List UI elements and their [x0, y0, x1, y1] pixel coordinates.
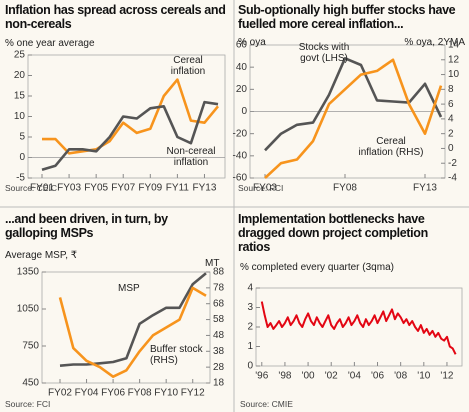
- series-label: Buffer stock (RHS): [150, 344, 203, 366]
- x-tick-label: FY03: [253, 183, 277, 194]
- y-tick-label: -60: [233, 173, 248, 184]
- y-tick-label: 0: [19, 152, 25, 163]
- line-series: [260, 301, 457, 355]
- x-tick-label: '08: [394, 371, 407, 382]
- x-tick-label: FY09: [138, 183, 162, 194]
- y-tick-label: 5: [19, 132, 25, 143]
- x-tick-label: '02: [325, 371, 338, 382]
- y2-tick-label: 10: [448, 69, 460, 80]
- chart-title: Inflation has spread across cereals and …: [5, 3, 226, 31]
- line-series: [58, 286, 207, 378]
- y2-tick-label: 4: [448, 114, 454, 125]
- y-tick-label: 60: [236, 40, 248, 51]
- x-tick-label: '00: [302, 371, 315, 382]
- y-tick-label: 750: [22, 341, 39, 352]
- y-axis-label: Average MSP, ₹: [5, 250, 78, 261]
- y-tick-label: 20: [236, 84, 248, 95]
- source: Source: CMIE: [240, 399, 293, 409]
- y-tick-label: 0: [247, 361, 253, 372]
- x-tick-label: FY03: [57, 183, 81, 194]
- source: Source: CEIC: [5, 183, 57, 193]
- y2-tick-label: 28: [213, 362, 225, 373]
- x-tick-label: FY05: [84, 183, 108, 194]
- y-tick-label: 15: [14, 91, 26, 102]
- x-tick-label: FY01: [30, 183, 54, 194]
- y-tick-label: -40: [233, 150, 248, 161]
- y2-tick-label: 88: [213, 267, 225, 278]
- x-tick-label: FY13: [413, 183, 437, 194]
- y-axis-label: % completed every quarter (3qma): [240, 262, 394, 273]
- y2-tick-label: 8: [448, 84, 454, 95]
- y2-tick-label: 0: [448, 143, 454, 154]
- y2-axis-label: MT: [205, 258, 220, 269]
- y2-tick-label: 14: [448, 40, 460, 51]
- series-label: Stocks with govt (LHS): [298, 42, 350, 64]
- y-tick-label: 3: [247, 302, 253, 313]
- x-tick-label: '12: [440, 371, 453, 382]
- source: Source: FCI: [238, 183, 284, 193]
- y2-tick-label: 48: [213, 330, 225, 341]
- plot-frame: [255, 287, 463, 367]
- y-tick-label: -5: [16, 173, 25, 184]
- x-tick-label: '96: [255, 371, 268, 382]
- y2-tick-label: 18: [213, 378, 225, 389]
- y2-tick-label: -2: [448, 158, 457, 169]
- x-tick-label: FY07: [111, 183, 135, 194]
- series-label: Cereal inflation: [170, 55, 206, 77]
- y2-tick-label: 38: [213, 346, 225, 357]
- y2-axis-label: % oya, 2YMA: [404, 37, 465, 48]
- y2-tick-label: 2: [448, 128, 454, 139]
- y-tick-label: 1050: [17, 304, 40, 315]
- y-axis-label: % oya: [238, 37, 266, 48]
- line-series: [41, 100, 219, 172]
- x-tick-label: FY10: [154, 388, 178, 399]
- x-tick-label: FY12: [181, 388, 205, 399]
- series-label: MSP: [118, 283, 140, 294]
- x-tick-label: FY06: [101, 388, 125, 399]
- y2-tick-label: 58: [213, 314, 225, 325]
- x-tick-label: FY13: [193, 183, 217, 194]
- y-tick-label: 40: [236, 62, 248, 73]
- y-tick-label: -20: [233, 128, 248, 139]
- y-tick-label: 1: [247, 341, 253, 352]
- x-tick-label: '06: [371, 371, 384, 382]
- y2-tick-label: 6: [448, 99, 454, 110]
- source: Source: FCI: [5, 399, 51, 409]
- y-tick-label: 0: [241, 106, 247, 117]
- x-tick-label: FY08: [333, 183, 357, 194]
- y-tick-label: 2: [247, 322, 253, 333]
- x-tick-label: '10: [417, 371, 430, 382]
- x-tick-label: FY02: [48, 388, 72, 399]
- y-tick-label: 10: [14, 111, 26, 122]
- line-series: [264, 57, 443, 152]
- y2-tick-label: 78: [213, 282, 225, 293]
- series-label: Cereal inflation (RHS): [358, 136, 424, 158]
- x-tick-label: '98: [278, 371, 291, 382]
- line-series: [264, 58, 443, 179]
- y-tick-label: 20: [14, 70, 26, 81]
- x-tick-label: FY11: [166, 183, 190, 194]
- chart-title: Implementation bottlenecks have dragged …: [238, 212, 428, 254]
- chart-title: ...and been driven, in turn, by gallopin…: [5, 212, 168, 240]
- y-tick-label: 25: [14, 50, 26, 61]
- y-tick-label: 450: [22, 378, 39, 389]
- chart-title: Sub-optionally high buffer stocks have f…: [238, 3, 456, 31]
- y2-tick-label: 12: [448, 54, 460, 65]
- y2-tick-label: 68: [213, 298, 225, 309]
- x-tick-label: FY04: [75, 388, 99, 399]
- y-tick-label: 4: [247, 283, 253, 294]
- line-series: [42, 78, 220, 155]
- y-axis-label: % one year average: [5, 38, 95, 49]
- line-series: [59, 272, 207, 367]
- x-tick-label: '04: [348, 371, 361, 382]
- x-tick-label: FY08: [128, 388, 152, 399]
- y2-tick-label: -4: [448, 173, 457, 184]
- series-label: Non-cereal inflation: [166, 146, 216, 168]
- plot-frame: [41, 271, 211, 384]
- y-tick-label: 1350: [17, 267, 40, 278]
